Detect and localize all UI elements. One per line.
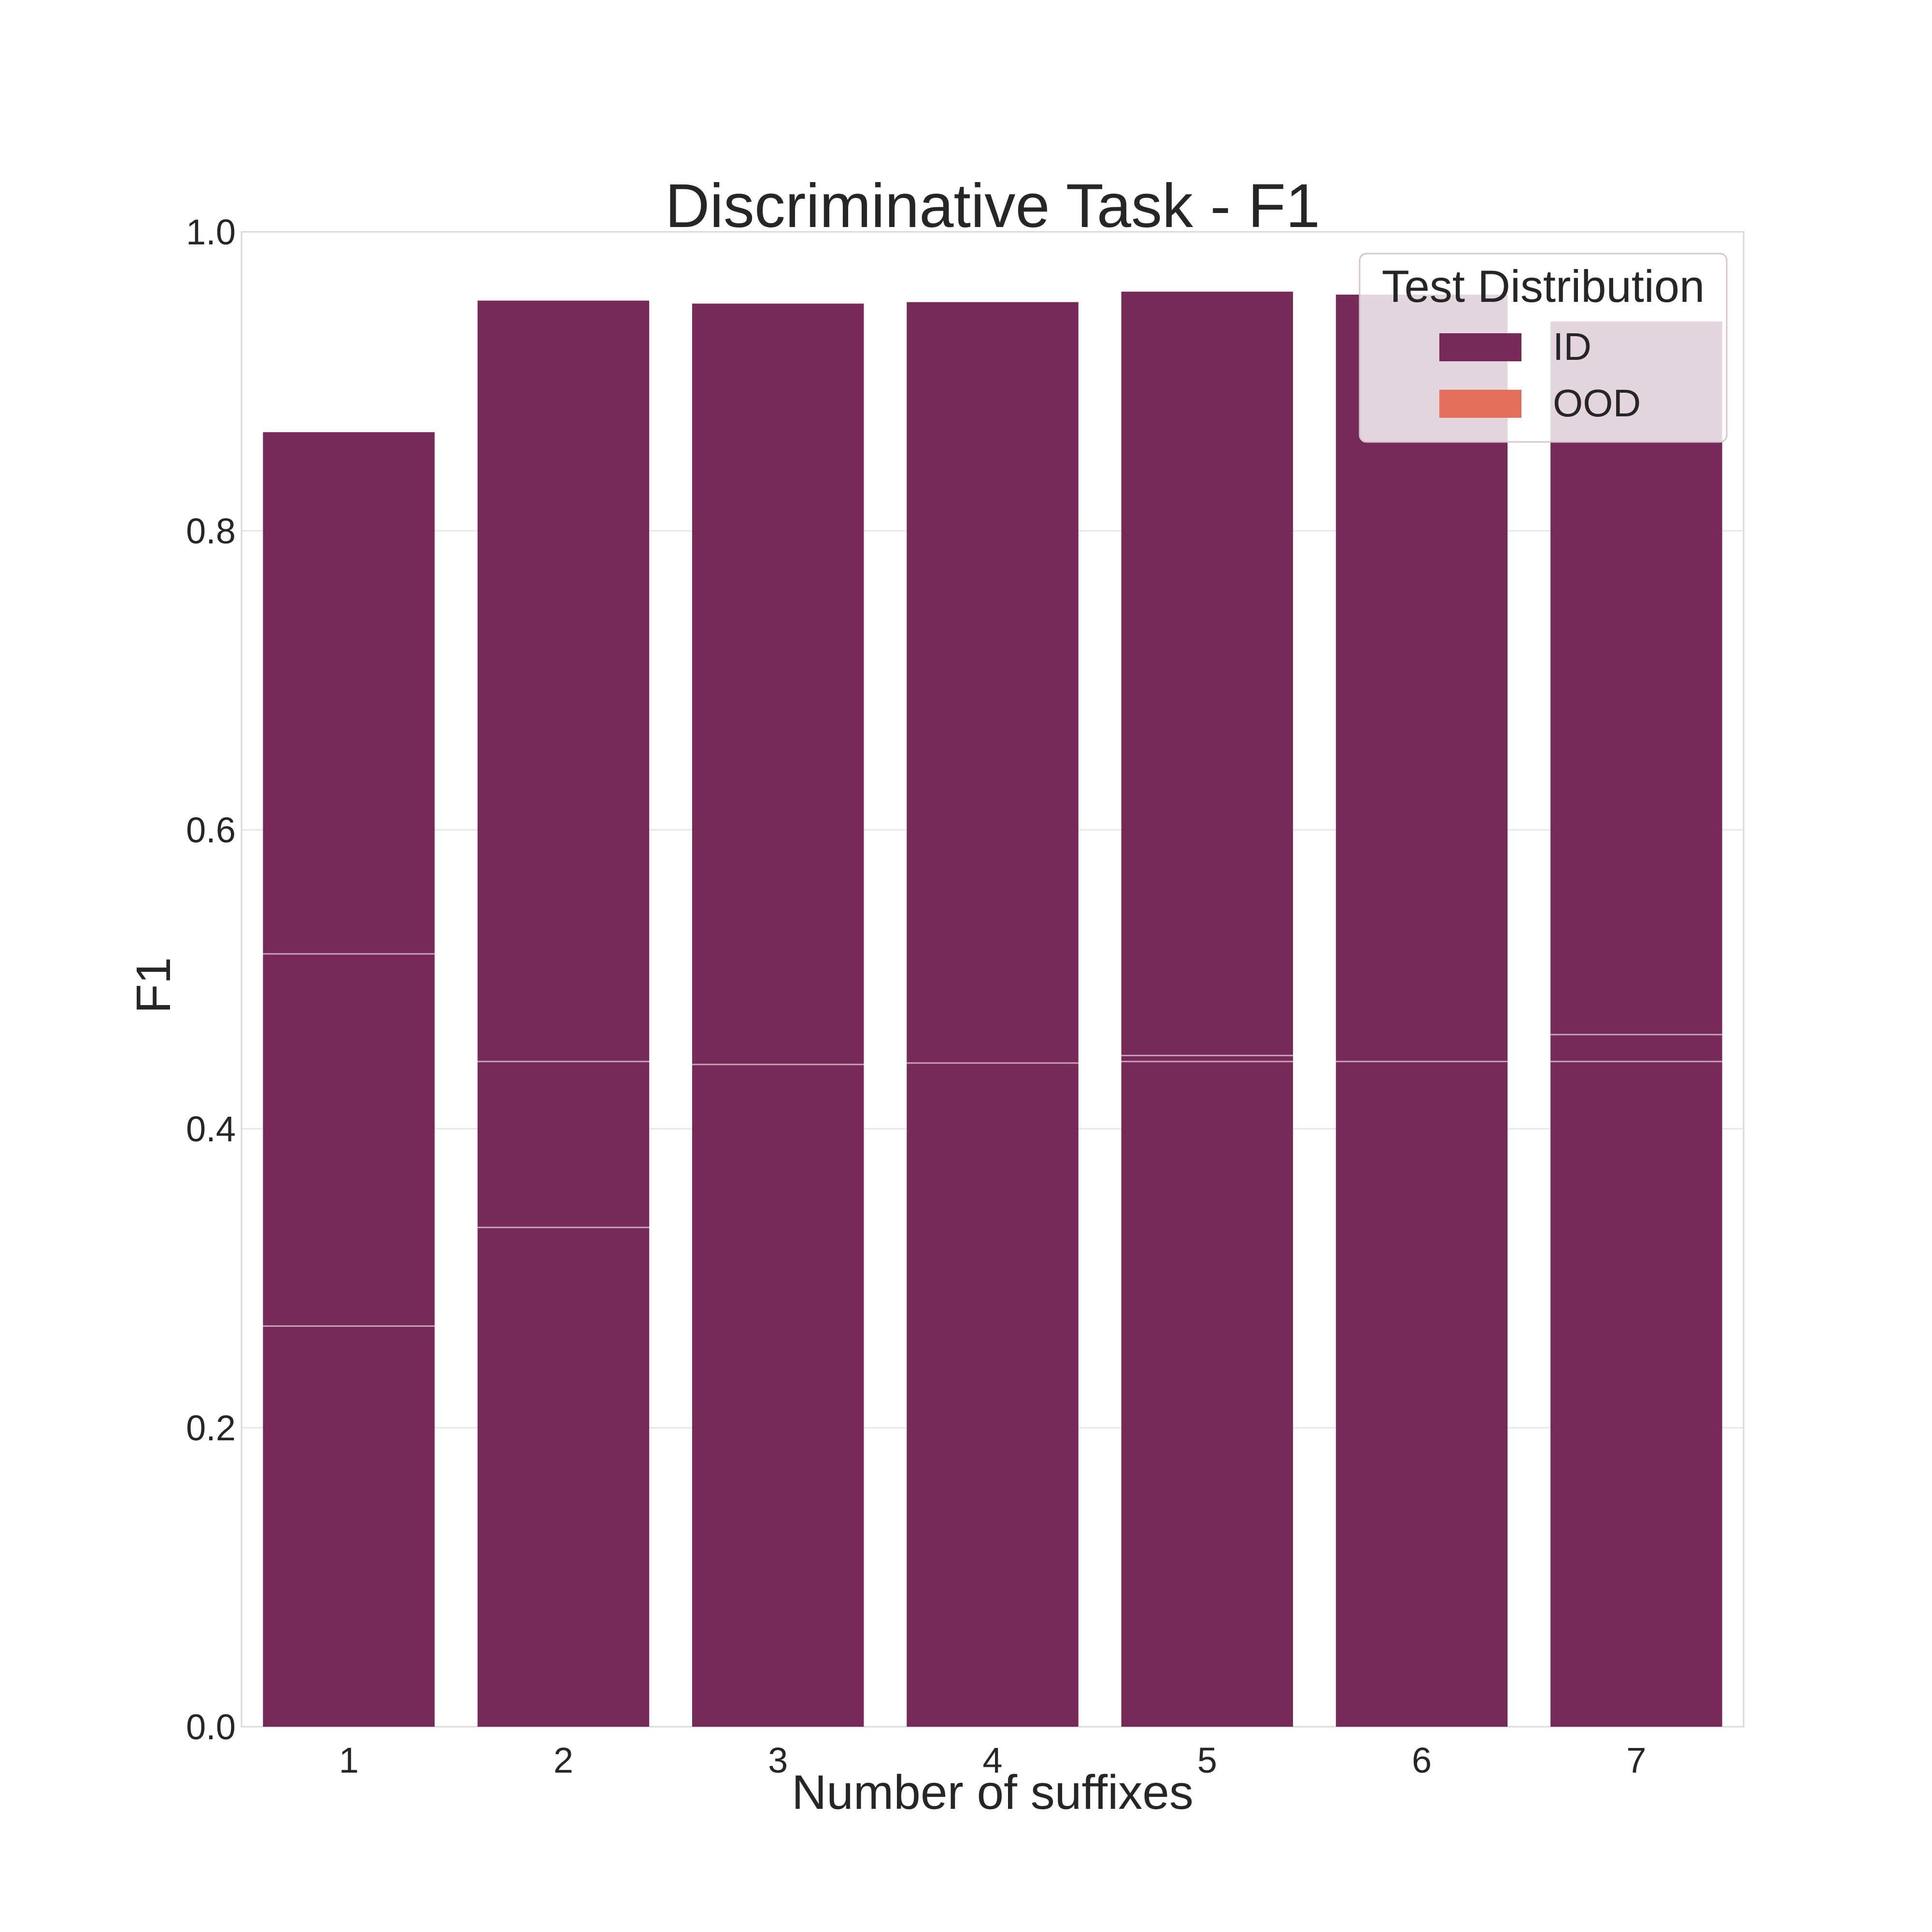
chart-title: Discriminative Task - F1 [665,171,1320,241]
y-tick-label-4: 0.8 [186,511,236,551]
legend-swatch-id [1439,333,1521,361]
bar-6 [1335,294,1508,1727]
legend: Test Distribution ID OOD [1359,253,1728,443]
y-tick-labels: 0.0 0.2 0.4 0.6 0.8 1.0 [186,212,236,1747]
y-tick-label-5: 1.0 [186,212,236,252]
x-tick-label-2: 2 [554,1740,573,1780]
x-tick-label-6: 6 [1412,1740,1432,1780]
y-axis-label: F1 [127,957,181,1014]
y-tick-label-0: 0.0 [186,1707,236,1747]
x-tick-label-5: 5 [1197,1740,1217,1780]
x-axis-label: Number of suffixes [792,1765,1193,1819]
legend-title: Test Distribution [1382,261,1705,312]
legend-swatch-ood [1439,390,1521,418]
bars [263,291,1722,1727]
segment-lines [263,953,1722,1327]
x-tick-label-3: 3 [768,1740,788,1780]
legend-label-ood: OOD [1553,382,1641,425]
bar-1 [263,432,435,1727]
x-tick-label-4: 4 [982,1740,1002,1780]
x-tick-label-7: 7 [1626,1740,1646,1780]
x-tick-labels: 1 2 3 4 5 6 7 [339,1740,1647,1780]
y-tick-label-1: 0.2 [186,1408,236,1448]
legend-label-id: ID [1553,325,1591,368]
y-tick-label-3: 0.6 [186,810,236,850]
bar-7 [1550,321,1722,1727]
bar-5 [1121,291,1293,1727]
bar-4 [907,302,1079,1727]
bar-2 [477,300,650,1727]
x-tick-label-1: 1 [339,1740,359,1780]
y-tick-label-2: 0.4 [186,1109,236,1149]
bar-3 [692,303,864,1727]
